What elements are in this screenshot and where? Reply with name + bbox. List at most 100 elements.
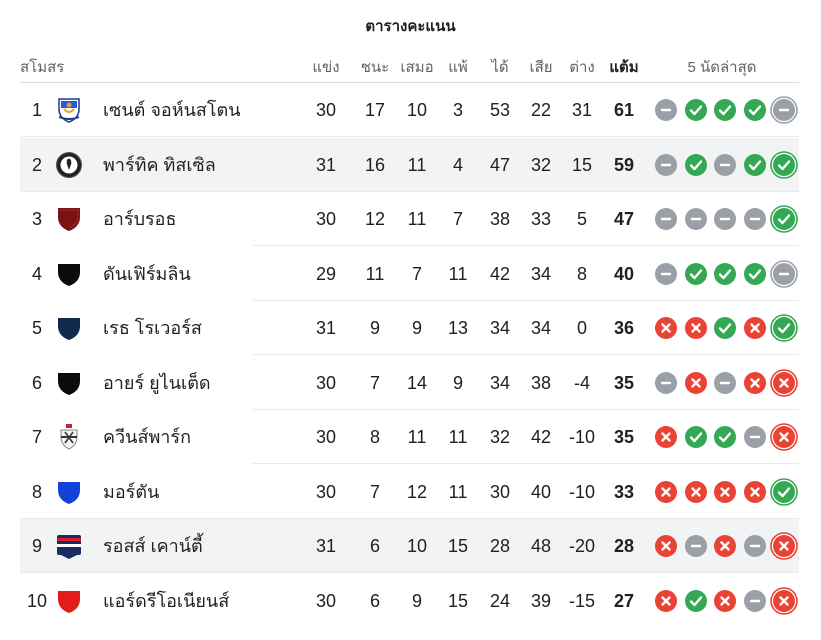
win-icon[interactable] — [714, 317, 736, 339]
team-name[interactable]: รอสส์ เคาน์ตี้ — [103, 536, 203, 556]
table-row[interactable]: 6 อายร์ ยูไนเต็ด 30 7 14 9 34 38 -4 35 — [20, 356, 799, 410]
team-name[interactable]: มอร์ตัน — [103, 481, 160, 502]
loss-icon[interactable] — [684, 480, 707, 503]
header-divider — [20, 82, 799, 83]
loss-icon[interactable] — [655, 480, 677, 503]
win-icon[interactable] — [770, 477, 798, 506]
row-divider — [20, 572, 799, 573]
stat-ga: 34 — [530, 263, 552, 284]
stat-played: 30 — [315, 209, 337, 229]
draw-icon[interactable] — [655, 208, 677, 230]
table-row[interactable]: 2 พาร์ทิค ทิสเซิล 31 16 11 4 47 32 15 59 — [20, 137, 799, 192]
table-row[interactable]: 9 รอสส์ เคาน์ตี้ 31 6 10 15 28 48 -20 28 — [20, 519, 799, 573]
stat-gf: 30 — [489, 481, 511, 502]
loss-icon[interactable] — [770, 532, 798, 560]
loss-icon[interactable] — [655, 535, 677, 557]
draw-icon[interactable] — [714, 371, 736, 394]
stat-gd: -15 — [568, 590, 595, 611]
stat-gf: 32 — [489, 427, 511, 447]
stat-won: 7 — [369, 372, 380, 393]
draw-icon[interactable] — [655, 262, 677, 285]
team-name[interactable]: ดันเฟิร์มลิน — [103, 263, 191, 284]
draw-icon[interactable] — [770, 96, 798, 124]
win-icon[interactable] — [770, 150, 798, 179]
loss-icon[interactable] — [684, 317, 707, 339]
stat-gd: 31 — [571, 100, 593, 120]
team-name[interactable]: เซนต์ จอห์นสโตน — [103, 100, 241, 120]
stat-lost: 9 — [452, 372, 463, 393]
team-name[interactable]: อาร์บรอธ — [103, 209, 177, 229]
table-row[interactable]: 4 ดันเฟิร์มลิน 29 11 7 11 42 34 8 40 — [20, 247, 799, 301]
team-name[interactable]: อายร์ ยูไนเต็ด — [103, 372, 211, 393]
loss-icon[interactable] — [714, 589, 736, 612]
table-row[interactable]: 7 ควีนส์พาร์ก 30 8 11 11 32 42 -10 35 — [20, 410, 799, 464]
stat-played: 30 — [315, 427, 337, 447]
draw-icon[interactable] — [770, 259, 798, 288]
table-row[interactable]: 1 เซนต์ จอห์นสโตน 30 17 10 3 53 22 31 61 — [20, 83, 799, 137]
row-divider — [253, 354, 799, 355]
draw-icon[interactable] — [655, 99, 677, 121]
stat-won: 8 — [369, 427, 380, 447]
loss-icon[interactable] — [684, 371, 707, 394]
win-icon[interactable] — [684, 589, 707, 612]
loss-icon[interactable] — [770, 586, 798, 615]
win-icon[interactable] — [684, 153, 707, 176]
table-row[interactable]: 8 มอร์ตัน 30 7 12 11 30 40 -10 33 — [20, 465, 799, 519]
header-form: 5 นัดล่าสุด — [687, 59, 757, 76]
header-drawn: เสมอ — [400, 59, 434, 76]
table-row[interactable]: 3 อาร์บรอธ 30 12 11 7 38 33 5 47 — [20, 192, 799, 246]
win-icon[interactable] — [714, 426, 736, 448]
draw-icon[interactable] — [684, 535, 707, 557]
stat-gf: 42 — [489, 263, 511, 284]
header-gd: ต่าง — [569, 59, 595, 76]
team-name[interactable]: แอร์ดรีโอเนียนส์ — [103, 590, 230, 611]
draw-icon[interactable] — [714, 153, 736, 176]
win-icon[interactable] — [743, 153, 766, 176]
stat-drawn: 7 — [411, 263, 422, 284]
st-johnstone-crest — [55, 96, 83, 124]
row-divider — [253, 299, 799, 301]
team-name[interactable]: พาร์ทิค ทิสเซิล — [103, 154, 216, 175]
loss-icon[interactable] — [714, 535, 736, 557]
draw-icon[interactable] — [743, 426, 766, 448]
stat-played: 31 — [315, 536, 337, 556]
stat-ga: 32 — [530, 154, 552, 175]
stat-gf: 47 — [489, 154, 511, 175]
win-icon[interactable] — [714, 99, 736, 121]
loss-icon[interactable] — [743, 371, 766, 394]
loss-icon[interactable] — [655, 589, 677, 612]
win-icon[interactable] — [743, 99, 766, 121]
table-row[interactable]: 5 เรธ โรเวอร์ส 31 9 9 13 34 34 0 36 — [20, 301, 799, 355]
draw-icon[interactable] — [743, 535, 766, 557]
loss-icon[interactable] — [743, 317, 766, 339]
win-icon[interactable] — [684, 262, 707, 285]
stat-points: 35 — [613, 427, 635, 447]
draw-icon[interactable] — [714, 208, 736, 230]
loss-icon[interactable] — [743, 480, 766, 503]
win-icon[interactable] — [743, 262, 766, 285]
draw-icon[interactable] — [743, 208, 766, 230]
stat-drawn: 9 — [411, 318, 422, 338]
loss-icon[interactable] — [770, 423, 798, 451]
team-name[interactable]: เรธ โรเวอร์ส — [103, 318, 202, 338]
win-icon[interactable] — [770, 314, 798, 342]
team-name[interactable]: ควีนส์พาร์ก — [103, 427, 191, 447]
loss-icon[interactable] — [655, 317, 677, 339]
loss-icon[interactable] — [770, 368, 798, 397]
loss-icon[interactable] — [714, 480, 736, 503]
win-icon[interactable] — [770, 205, 798, 233]
loss-icon[interactable] — [655, 426, 677, 448]
stat-played: 29 — [315, 263, 337, 284]
win-icon[interactable] — [684, 426, 707, 448]
draw-icon[interactable] — [655, 153, 677, 176]
table-row[interactable]: 10 แอร์ดรีโอเนียนส์ 30 6 9 15 24 39 -15 27 — [20, 574, 799, 628]
win-icon[interactable] — [714, 262, 736, 285]
stat-lost: 11 — [448, 427, 468, 447]
draw-icon[interactable] — [655, 371, 677, 394]
win-icon[interactable] — [684, 99, 707, 121]
stat-drawn: 11 — [407, 154, 427, 175]
stat-lost: 11 — [448, 263, 468, 284]
draw-icon[interactable] — [684, 208, 707, 230]
stat-gd: 5 — [576, 209, 587, 229]
draw-icon[interactable] — [743, 589, 766, 612]
